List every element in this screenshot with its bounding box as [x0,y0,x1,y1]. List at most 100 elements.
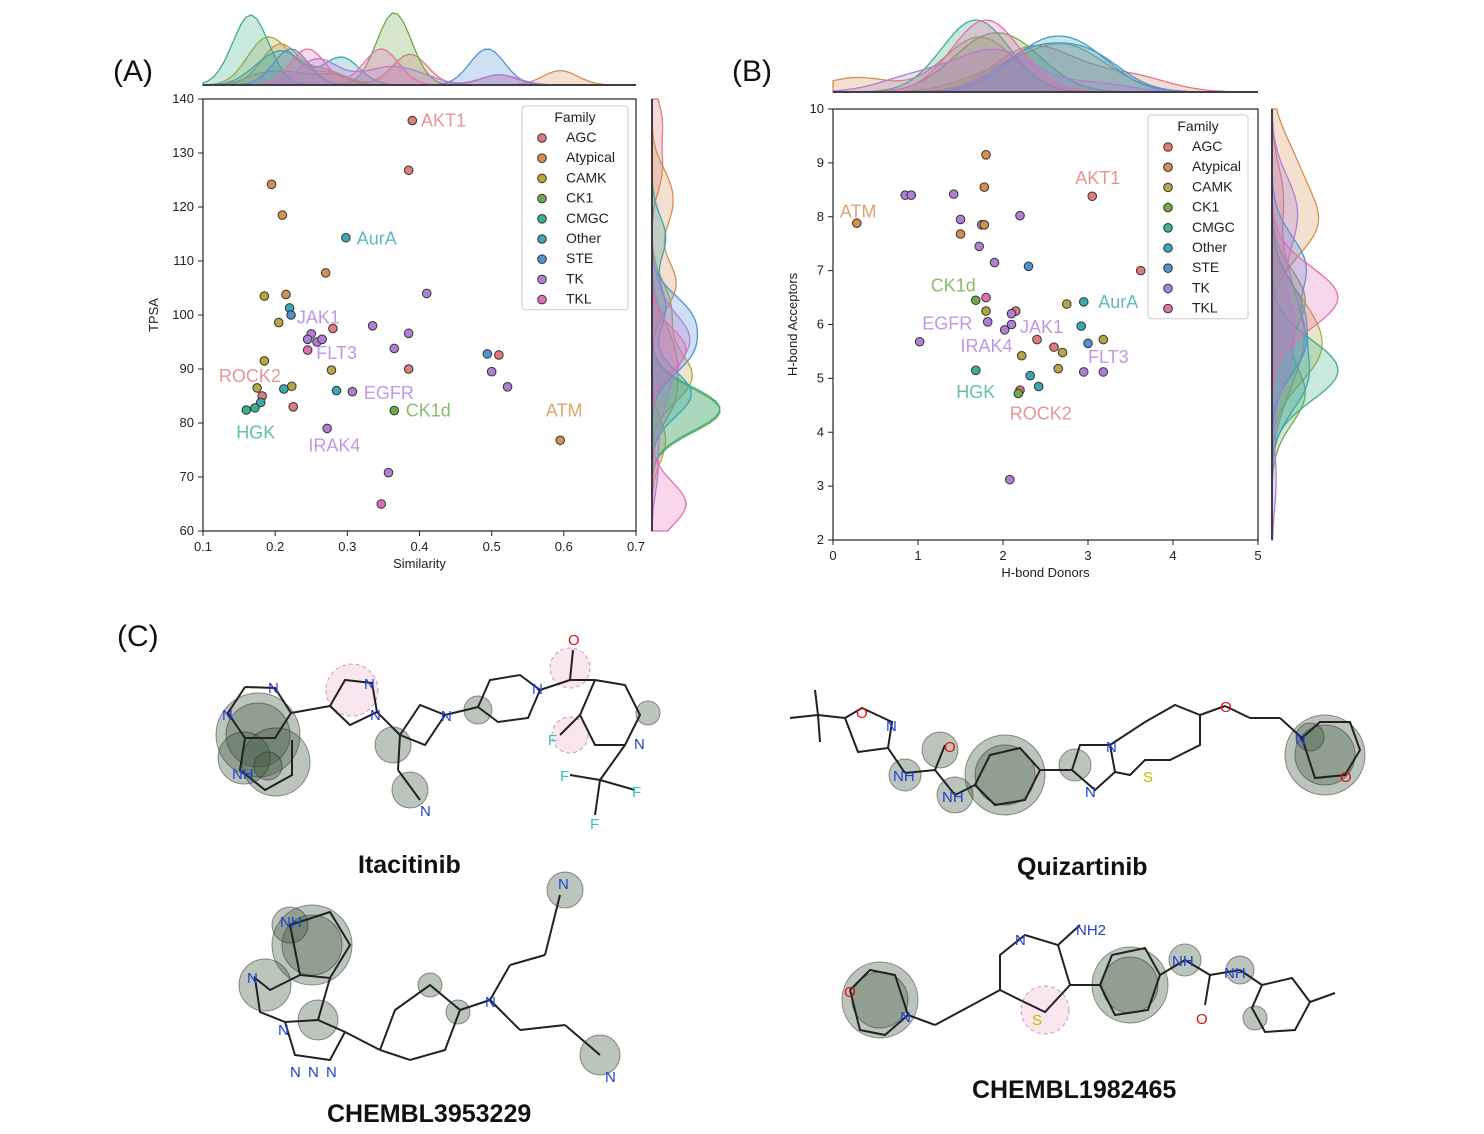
data-point-tk [1005,474,1015,485]
atom-o: O [1220,699,1232,716]
y-tick-label: 140 [172,91,194,106]
atom-nh: NH [942,789,964,806]
chart-a-tpsa-vs-similarity: 0.1 0.2 0.3 0.4 0.5 0.6 0.7 60 70 80 90 100 110 120 13… [146,12,721,571]
data-point-atypical [981,149,991,160]
x-tick-label: 0.4 [410,539,428,554]
data-point-ste [482,349,493,359]
atom-nh2: NH2 [1076,922,1106,939]
data-point-agc [1049,342,1059,352]
point-annotation: EGFR [922,313,972,333]
atom-f: F [590,816,599,833]
atom-n: N [558,876,569,893]
legend-label: TK [566,270,585,286]
atom-n: N [420,803,431,820]
panel-label-b: (B) [732,55,772,88]
atom-n: N [247,970,258,987]
point-annotation: AKT1 [421,111,466,131]
atom-o: O [856,705,868,722]
data-point-tk [1006,319,1017,330]
data-point-tk [948,189,959,199]
atom-nh: NH [1172,953,1194,970]
legend-label: STE [1192,259,1219,275]
data-point-camk [1053,363,1064,374]
molecule-name: CHEMBL1982465 [972,1076,1176,1104]
atom-n: N [370,707,381,724]
point-annotation: ATM [546,401,583,421]
panel-c-molecules: N N NH N N N N N N O F F F F Itacitinib [215,632,1366,1128]
y-tick-label: 10 [810,101,824,116]
legend: Family AGC Atypical CAMK CK1 CMGC Other STE TK TK… [1147,114,1249,320]
legend-box [521,105,629,311]
data-point-tkl [376,499,387,509]
data-point-tk [1078,367,1089,377]
data-point-tkl [981,292,991,303]
legend-marker-atypical [1163,162,1173,172]
legend-marker-tkl [1163,303,1173,314]
atom-nh: NH [280,914,302,931]
y-tick-label: 4 [817,424,824,439]
data-point-tk [1015,210,1025,221]
atom-n: N [605,1069,616,1086]
data-point-tk [989,257,1000,268]
atom-s: S [1143,769,1153,786]
data-point-tk [322,423,332,434]
atom-n: N [290,1064,301,1081]
legend-marker-ck1 [1163,202,1173,213]
atom-n: N [1295,731,1306,748]
legend-label: AGC [1192,138,1222,154]
legend-box [1147,114,1249,320]
atom-n: N [886,718,897,735]
y-tick-label: 9 [817,155,824,170]
legend-marker-agc [1163,142,1173,152]
data-point-other [1078,297,1089,307]
panel-label-c: (C) [117,620,159,653]
legend-label: Atypical [566,149,615,165]
legend-label: Other [1192,239,1227,255]
data-point-atypical [852,218,862,229]
atom-n: N [441,708,452,725]
data-point-tk [347,386,358,397]
atom-o: O [1196,1011,1208,1028]
data-point-agc [1135,265,1146,276]
data-point-agc [1087,191,1098,202]
point-annotation: AKT1 [1075,168,1120,188]
legend-marker-cmgc [1163,223,1173,233]
molecule-quizartinib: N NH NH N N N O O O O S Quizartinib [789,689,1366,881]
y-tick-label: 70 [180,469,194,484]
point-annotation: EGFR [364,383,414,403]
molecule-chembl1982465: N NH2 N NH NH O O S CHEMBL1982465 [841,922,1336,1104]
data-point-ck1 [1013,388,1024,399]
legend-marker-tk [1163,283,1173,294]
data-point-other [1076,321,1086,331]
point-annotation: IRAK4 [961,336,1013,356]
data-point-tkl [302,345,313,355]
y-tick-label: 2 [817,532,824,547]
data-point-cmgc [250,403,260,413]
atom-n: N [485,994,496,1011]
atom-o: O [944,739,956,756]
data-point-other [1033,381,1044,392]
legend-title: Family [554,109,595,125]
point-annotation: CK1d [406,401,451,421]
data-point-other [279,384,289,394]
data-point-camk [1061,299,1072,309]
legend-label: CMGC [566,210,609,226]
data-point-ste [1083,338,1093,349]
data-point-tk [955,214,966,225]
legend-label: Atypical [1192,158,1241,174]
data-point-tk [974,241,985,252]
atom-n: N [268,680,279,697]
data-point-ste [1023,261,1034,272]
legend-title: Family [1177,118,1218,134]
point-annotation: ATM [840,201,877,221]
legend-marker-camk [1163,182,1173,193]
data-point-tk [1006,308,1017,319]
legend-marker-ck1 [537,193,547,204]
legend-marker-ste [1163,263,1173,274]
data-point-tk [982,317,993,327]
data-point-tk [317,334,327,345]
data-point-camk [326,365,337,375]
legend-label: TKL [1192,300,1218,316]
point-annotation: HGK [956,382,995,402]
